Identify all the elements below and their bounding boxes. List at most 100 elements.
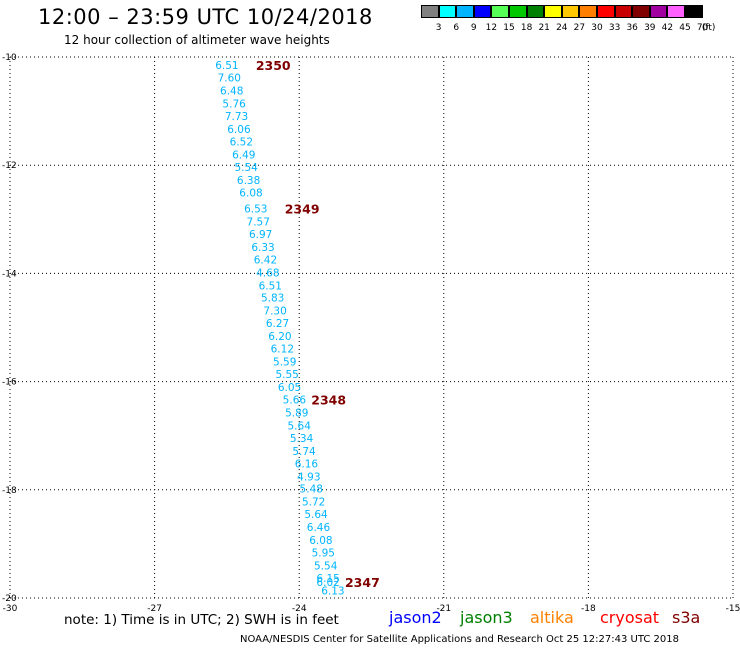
x-tick-label: -15 xyxy=(726,604,740,614)
swh-value-label: 6.06 xyxy=(227,124,251,136)
swh-value-label: 6.08 xyxy=(239,187,262,199)
color-swatch xyxy=(526,5,545,18)
y-tick-label: -18 xyxy=(2,486,17,496)
color-scale-label: 9 xyxy=(470,23,477,33)
color-swatch xyxy=(614,5,633,18)
swh-value-label: 5.74 xyxy=(292,446,316,458)
page-title: 12:00 – 23:59 UTC 10/24/2018 xyxy=(38,5,373,29)
swh-value-label: 4.93 xyxy=(297,471,320,483)
color-swatch xyxy=(632,5,650,18)
swh-value-label: 5.95 xyxy=(312,548,335,560)
swh-value-label: 6.15 xyxy=(316,573,339,585)
swh-value-label: 6.97 xyxy=(249,229,272,241)
swh-value-label: 6.33 xyxy=(251,242,274,254)
swh-value-label: 6.13 xyxy=(321,585,344,597)
color-swatch xyxy=(438,5,457,18)
swh-value-label: 5.89 xyxy=(285,407,308,419)
satellite-s3a: s3a xyxy=(672,608,701,627)
time-annotation: 2350 xyxy=(256,58,291,73)
time-annotation: 2347 xyxy=(345,575,380,590)
color-scale-label: 15 xyxy=(503,23,515,33)
swh-value-label: 6.38 xyxy=(237,175,260,187)
swh-value-label: 5.66 xyxy=(283,394,307,406)
color-scale-label: 45 xyxy=(679,23,691,33)
color-scale-label: 33 xyxy=(608,23,621,33)
time-annotation: 2349 xyxy=(285,201,320,216)
y-tick-label: -20 xyxy=(2,594,17,604)
swh-value-label: 5.72 xyxy=(302,497,325,509)
swh-value-label: 5.54 xyxy=(314,561,338,573)
color-swatch xyxy=(421,5,439,18)
swh-value-label: 5.48 xyxy=(300,484,323,496)
color-scale-label: 70 xyxy=(696,23,709,33)
color-swatch xyxy=(456,5,474,18)
swh-value-label: 6.12 xyxy=(271,344,294,356)
x-tick-label: -24 xyxy=(292,604,307,614)
swh-value-label: 6.02 xyxy=(316,577,339,589)
swh-value-label: 5.64 xyxy=(288,420,312,432)
swh-value-label: 6.48 xyxy=(220,86,243,98)
color-swatch xyxy=(544,5,562,18)
satellite-jason3: jason3 xyxy=(460,608,513,627)
swh-value-label: 6.27 xyxy=(266,318,289,330)
color-scale-label: 30 xyxy=(591,23,603,33)
swh-value-label: 6.08 xyxy=(309,535,332,547)
x-tick-label: -18 xyxy=(581,604,596,614)
swh-value-label: 6.52 xyxy=(230,136,253,148)
color-scale-label: 18 xyxy=(520,23,533,33)
color-swatch xyxy=(491,5,509,18)
time-annotation: 2348 xyxy=(311,392,346,407)
swh-value-label: 6.16 xyxy=(295,458,319,470)
swh-value-label: 6.05 xyxy=(278,382,301,394)
color-scale-label: 24 xyxy=(556,23,568,33)
footer-credit: NOAA/NESDIS Center for Satellite Applica… xyxy=(240,634,679,645)
swh-value-label: 7.73 xyxy=(225,111,248,123)
color-scale-labels: 3 6 9 12 15 18 21 24 27 30 33 36 39 42 45 70 (ft) xyxy=(421,23,740,35)
swh-value-label: 6.53 xyxy=(244,203,267,215)
color-swatch xyxy=(579,5,597,18)
color-scale: 3 6 9 12 15 18 21 24 27 30 33 36 39 42 45 70 (ft) xyxy=(421,5,715,33)
color-scale-label: 6 xyxy=(453,23,460,33)
page-subtitle: 12 hour collection of altimeter wave hei… xyxy=(64,33,330,47)
y-tick-label: -12 xyxy=(2,161,17,171)
y-tick-label: -14 xyxy=(2,269,17,279)
swh-value-label: 6.49 xyxy=(232,149,255,161)
swh-value-label: 4.68 xyxy=(256,267,279,279)
swh-value-label: 6.42 xyxy=(254,254,277,266)
swh-value-label: 6.46 xyxy=(307,522,331,534)
color-scale-swatches xyxy=(421,5,703,18)
color-swatch xyxy=(649,5,668,18)
color-scale-label: 36 xyxy=(626,23,638,33)
satellite-jason2: jason2 xyxy=(389,608,442,627)
swh-value-label: 5.34 xyxy=(290,433,314,445)
swh-value-label: 6.51 xyxy=(259,280,282,292)
color-scale-unit: (ft) xyxy=(701,23,716,33)
color-scale-label: 27 xyxy=(573,23,586,33)
color-swatch xyxy=(561,5,580,18)
color-swatch xyxy=(596,5,615,18)
x-tick-label: -30 xyxy=(3,604,18,614)
swh-value-label: 7.30 xyxy=(263,306,286,318)
color-scale-label: 39 xyxy=(644,23,656,33)
color-swatch xyxy=(684,5,703,18)
swh-value-label: 7.57 xyxy=(247,216,270,228)
color-swatch xyxy=(667,5,685,18)
color-scale-label: 42 xyxy=(661,23,674,33)
swh-value-label: 5.59 xyxy=(273,357,296,369)
color-scale-label: 3 xyxy=(435,23,442,33)
color-swatch xyxy=(508,5,527,18)
swh-value-label: 6.20 xyxy=(268,331,291,343)
swh-value-label: 7.60 xyxy=(218,73,241,85)
swh-value-label: 5.83 xyxy=(261,293,284,305)
y-tick-label: -10 xyxy=(2,53,17,63)
swh-value-label: 5.76 xyxy=(222,99,246,111)
swh-value-label: 6.51 xyxy=(215,60,238,72)
color-scale-label: 12 xyxy=(485,23,498,33)
color-swatch xyxy=(473,5,492,18)
satellite-cryosat: cryosat xyxy=(600,608,660,627)
swh-value-label: 5.64 xyxy=(304,509,328,521)
swh-value-label: 5.55 xyxy=(275,369,298,381)
color-scale-label: 21 xyxy=(538,23,550,33)
satellite-altika: altika xyxy=(530,608,574,627)
